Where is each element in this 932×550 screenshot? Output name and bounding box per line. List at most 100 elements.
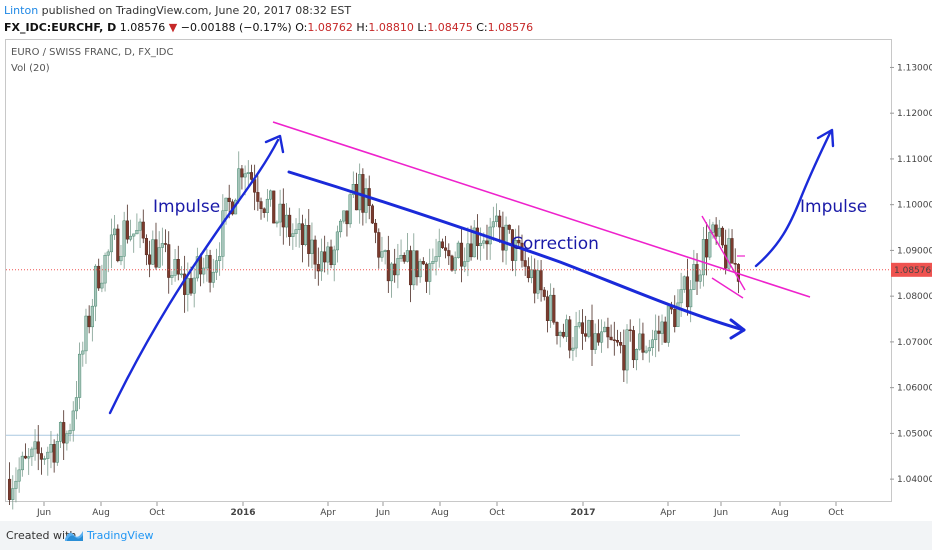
candle-body xyxy=(364,188,368,213)
candle-body xyxy=(389,263,394,282)
candle-body xyxy=(323,251,327,263)
candle-body xyxy=(78,353,82,398)
impulse-arrowhead-1 xyxy=(264,134,285,154)
candle-body xyxy=(71,410,75,431)
candle-body xyxy=(437,241,441,257)
candle-body xyxy=(409,250,413,286)
candle-body xyxy=(673,308,677,327)
candle-body xyxy=(720,227,725,246)
change-value: −0.00188 (−0.17%) xyxy=(180,21,292,34)
candle-body xyxy=(644,350,648,353)
candle-body xyxy=(240,168,244,178)
candle-body xyxy=(434,256,438,262)
candle-body xyxy=(571,347,575,351)
candle-body xyxy=(628,329,632,332)
impulse-label-2: Impulse xyxy=(800,197,867,217)
candle-body xyxy=(542,289,546,297)
candle-body xyxy=(157,247,161,268)
flag-line-upper xyxy=(701,215,746,291)
candle-body xyxy=(113,228,117,236)
candle-body xyxy=(8,478,12,500)
candle-body xyxy=(138,221,142,231)
tradingview-link[interactable]: TradingView xyxy=(87,529,154,542)
candle-body xyxy=(141,221,145,239)
candle-body xyxy=(208,255,212,283)
candle-body xyxy=(421,261,425,265)
candle-body xyxy=(456,242,460,258)
candle-body xyxy=(415,250,419,278)
candle-body xyxy=(383,250,387,252)
candle-body xyxy=(631,330,635,361)
candle-body xyxy=(17,469,21,482)
candle-body xyxy=(695,264,699,282)
candle-body xyxy=(176,259,180,275)
symbol-label[interactable]: FX_IDC:EURCHF, D xyxy=(4,21,117,34)
x-tick-label: Jun xyxy=(713,508,728,518)
author-link[interactable]: Linton xyxy=(4,4,39,17)
candle-body xyxy=(179,273,183,276)
open-label: O: xyxy=(295,21,308,34)
candle-body xyxy=(339,220,343,233)
y-tick-label: 1.09000 xyxy=(897,246,932,256)
candle-body xyxy=(39,453,43,460)
candle-body xyxy=(116,228,120,262)
last-price-tag-label: 1.08576 xyxy=(894,266,931,276)
candle-body xyxy=(307,225,311,254)
candle-body xyxy=(584,333,588,337)
candle-body xyxy=(36,441,40,454)
candle-body xyxy=(351,184,355,195)
impulse-arrow-2 xyxy=(754,131,832,268)
candle-body xyxy=(151,239,155,265)
candle-body xyxy=(561,331,565,337)
candle-body xyxy=(211,271,215,283)
candle-body xyxy=(396,258,400,276)
impulse-label-1: Impulse xyxy=(153,197,220,217)
candle-body xyxy=(284,214,289,228)
y-tick-label: 1.04000 xyxy=(897,475,932,485)
candle-body xyxy=(202,267,206,275)
candle-body xyxy=(504,224,508,251)
candle-body xyxy=(596,333,600,343)
candle-body xyxy=(399,254,403,259)
candle-body xyxy=(310,239,314,254)
y-tick-label: 1.08000 xyxy=(897,292,932,302)
candle-body xyxy=(533,269,537,294)
candle-body xyxy=(485,240,489,245)
candle-body xyxy=(676,302,680,327)
candle-body xyxy=(450,255,454,271)
candle-body xyxy=(46,451,50,459)
y-tick-label: 1.13000 xyxy=(897,63,932,73)
candle-body xyxy=(304,225,308,246)
candle-body xyxy=(479,242,483,247)
last-price: 1.08576 xyxy=(119,21,166,34)
price-chart[interactable]: 1.04000 1.05000 1.06000 1.07000 1.08000 1.090… xyxy=(0,0,932,521)
candle-body xyxy=(183,273,187,295)
low-value: 1.08475 xyxy=(427,21,473,34)
candle-body xyxy=(593,333,597,350)
x-tick-label: Oct xyxy=(489,508,505,518)
candle-body xyxy=(173,259,177,276)
y-tick-label: 1.07000 xyxy=(897,338,932,348)
candle-body xyxy=(192,277,196,294)
candle-body xyxy=(160,243,164,248)
correction-arrowhead xyxy=(729,318,746,340)
candle-body xyxy=(536,270,540,294)
candle-body xyxy=(221,210,225,257)
candle-body xyxy=(615,340,620,343)
candle-body xyxy=(568,319,572,351)
y-tick-label: 1.11000 xyxy=(897,155,932,165)
candle-body xyxy=(20,455,24,471)
candle-body xyxy=(555,322,559,336)
publish-info: Linton published on TradingView.com, Jun… xyxy=(4,4,351,17)
candle-body xyxy=(87,315,91,328)
candle-body xyxy=(517,240,521,244)
candle-body xyxy=(577,322,581,327)
candle-body xyxy=(275,221,279,224)
candle-body xyxy=(733,263,737,265)
candle-body xyxy=(43,458,47,460)
candle-body xyxy=(164,243,168,245)
candle-body xyxy=(103,255,107,284)
candle-body xyxy=(313,239,317,265)
publish-text: published on TradingView.com, June 20, 2… xyxy=(38,4,352,17)
candle-body xyxy=(663,321,667,343)
